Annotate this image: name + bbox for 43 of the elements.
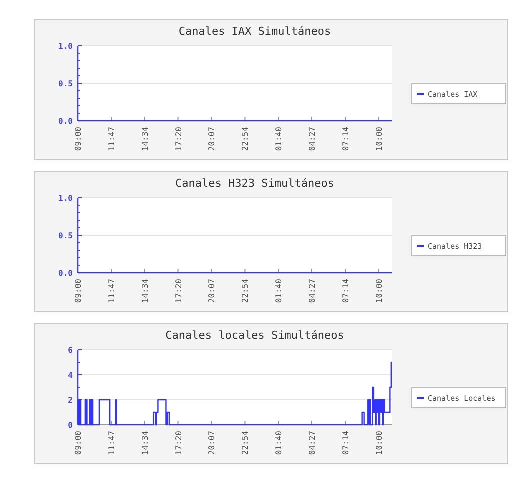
x-tick-label: 07:14 [341, 126, 350, 152]
x-tick-label: 20:07 [208, 278, 217, 304]
x-tick-label: 14:34 [140, 126, 150, 152]
x-tick-label: 11:47 [107, 126, 116, 152]
x-tick-label: 04:27 [308, 430, 317, 456]
x-tick-label: 09:00 [74, 126, 83, 152]
y-tick-label: 2 [68, 396, 74, 405]
x-tick-label: 22:54 [241, 126, 250, 152]
x-tick-label: 22:54 [241, 278, 250, 304]
x-tick-label: 09:00 [74, 430, 83, 456]
x-tick-label: 10:00 [374, 126, 384, 152]
y-tick-label: 0.5 [58, 232, 74, 240]
y-tick-label: 0.0 [58, 269, 74, 278]
x-tick-label: 01:40 [274, 430, 284, 456]
y-tick-label: 0.5 [58, 80, 74, 88]
x-tick-label: 17:20 [174, 430, 184, 456]
chart-title: Canales H323 Simultáneos [176, 177, 334, 190]
x-tick-label: 17:20 [174, 278, 184, 304]
x-tick-label: 09:00 [74, 278, 83, 304]
x-tick-label: 07:14 [341, 278, 350, 304]
x-tick-label: 17:20 [174, 126, 184, 152]
x-tick-label: 11:47 [107, 278, 116, 304]
x-tick-label: 01:40 [274, 126, 284, 152]
x-tick-label: 04:27 [308, 126, 317, 152]
x-tick-label: 11:47 [107, 430, 116, 456]
y-tick-label: 0 [68, 421, 74, 430]
x-tick-label: 14:34 [140, 430, 150, 456]
y-tick-label: 1.0 [58, 42, 74, 51]
chart-title: Canales IAX Simultáneos [178, 25, 332, 38]
x-tick-label: 04:27 [308, 278, 317, 304]
y-tick-label: 0.0 [58, 117, 74, 126]
x-tick-label: 14:34 [140, 278, 150, 304]
x-tick-label: 20:07 [208, 430, 217, 456]
x-tick-label: 10:00 [374, 430, 384, 456]
y-tick-label: 4 [68, 371, 74, 380]
x-tick-label: 07:14 [341, 430, 350, 456]
y-tick-label: 6 [68, 346, 74, 355]
chart-title: Canales locales Simultáneos [166, 329, 344, 342]
x-tick-label: 10:00 [374, 278, 384, 304]
x-tick-label: 01:40 [274, 278, 284, 304]
x-tick-label: 22:54 [241, 430, 250, 456]
y-tick-label: 1.0 [58, 194, 74, 203]
x-tick-label: 20:07 [208, 126, 217, 152]
